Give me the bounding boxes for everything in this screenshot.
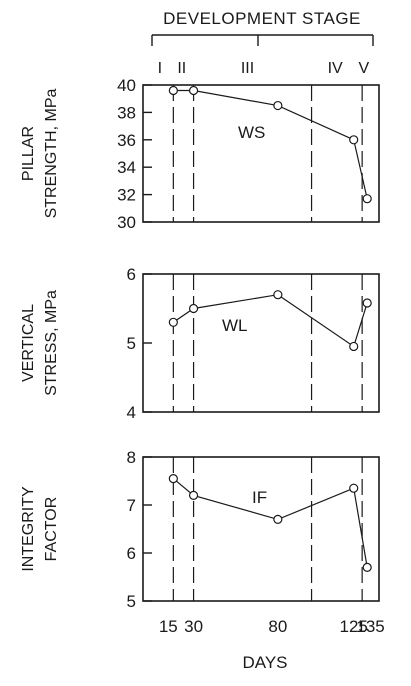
y-tick-label: 5 bbox=[127, 592, 136, 611]
y-ticks: 4 5 6 bbox=[127, 265, 152, 422]
data-point bbox=[362, 194, 372, 204]
x-tick-label: 15 bbox=[159, 617, 178, 636]
data-point bbox=[362, 562, 372, 573]
series-wl bbox=[168, 290, 372, 352]
y-axis-label-line: INTEGRITY bbox=[20, 486, 37, 572]
y-tick-label: 38 bbox=[117, 103, 136, 122]
y-tick-label: 8 bbox=[127, 448, 136, 467]
series-line bbox=[173, 89, 368, 199]
series-line bbox=[173, 294, 368, 348]
panel-integrity-factor: 5 6 7 8 INTEGRITY FACTOR IF bbox=[20, 448, 380, 611]
stage-bracket bbox=[151, 34, 374, 46]
data-point bbox=[273, 100, 283, 111]
y-tick-label: 32 bbox=[117, 186, 136, 205]
stage-label-5: V bbox=[358, 60, 369, 77]
stage-label-3: III bbox=[241, 60, 254, 77]
series-label-ws: WS bbox=[238, 123, 265, 142]
y-tick-label: 5 bbox=[127, 334, 136, 353]
panel-frame bbox=[142, 84, 380, 223]
data-point bbox=[168, 317, 178, 327]
x-tick-label: 135 bbox=[356, 617, 384, 636]
y-axis-label: VERTICAL STRESS, MPa bbox=[20, 290, 60, 396]
y-axis-label-line: STRESS, MPa bbox=[43, 290, 60, 396]
y-tick-label: 7 bbox=[127, 496, 136, 515]
y-tick-label: 30 bbox=[117, 213, 136, 232]
stage-boundary-lines bbox=[172, 274, 363, 412]
y-axis-label-line: VERTICAL bbox=[20, 304, 37, 382]
y-tick-label: 6 bbox=[127, 544, 136, 563]
data-point bbox=[168, 85, 178, 96]
data-point bbox=[349, 135, 359, 145]
stage-labels: I II III IV V bbox=[158, 60, 370, 77]
panel-frame bbox=[142, 273, 380, 413]
data-point bbox=[349, 483, 359, 493]
stage-label-1: I bbox=[158, 60, 162, 77]
data-point bbox=[188, 303, 199, 314]
panel-pillar-strength: 30 32 34 36 38 40 PILLAR STRENGTH, MPa WS bbox=[20, 76, 380, 232]
y-tick-label: 6 bbox=[127, 265, 136, 284]
data-point bbox=[362, 298, 372, 308]
y-tick-label: 34 bbox=[117, 158, 136, 177]
series-label-wl: WL bbox=[222, 316, 248, 335]
stage-boundary-lines bbox=[172, 457, 363, 601]
y-ticks: 5 6 7 8 bbox=[127, 448, 152, 611]
series-if bbox=[168, 474, 372, 573]
data-point bbox=[188, 85, 199, 96]
series-label-if: IF bbox=[252, 488, 267, 507]
y-axis-label-line: STRENGTH, MPa bbox=[43, 89, 60, 219]
stage-label-2: II bbox=[177, 60, 186, 77]
y-ticks: 30 32 34 36 38 40 bbox=[117, 76, 152, 232]
data-point bbox=[273, 514, 283, 525]
data-point bbox=[188, 490, 199, 500]
data-point bbox=[273, 290, 283, 300]
y-tick-label: 40 bbox=[117, 76, 136, 95]
y-tick-label: 4 bbox=[127, 403, 136, 422]
series-ws bbox=[168, 85, 372, 204]
data-point bbox=[349, 341, 359, 352]
x-axis-label: DAYS bbox=[242, 653, 287, 672]
y-axis-label: PILLAR STRENGTH, MPa bbox=[20, 89, 60, 219]
x-tick-label: 125 bbox=[340, 617, 368, 636]
panel-vertical-stress: 4 5 6 VERTICAL STRESS, MPa WL bbox=[20, 265, 380, 422]
stage-axis-title: DEVELOPMENT STAGE bbox=[163, 9, 361, 28]
data-point bbox=[168, 474, 178, 484]
y-axis-label-line: FACTOR bbox=[43, 497, 60, 562]
x-tick-label: 30 bbox=[184, 617, 203, 636]
x-tick-label: 80 bbox=[268, 617, 287, 636]
y-tick-label: 36 bbox=[117, 131, 136, 150]
stage-boundary-lines bbox=[172, 85, 363, 222]
y-axis-label-line: PILLAR bbox=[20, 126, 37, 181]
y-axis-label: INTEGRITY FACTOR bbox=[20, 486, 60, 572]
panel-frame bbox=[142, 456, 380, 602]
stage-label-4: IV bbox=[328, 60, 343, 77]
series-line bbox=[172, 478, 368, 568]
